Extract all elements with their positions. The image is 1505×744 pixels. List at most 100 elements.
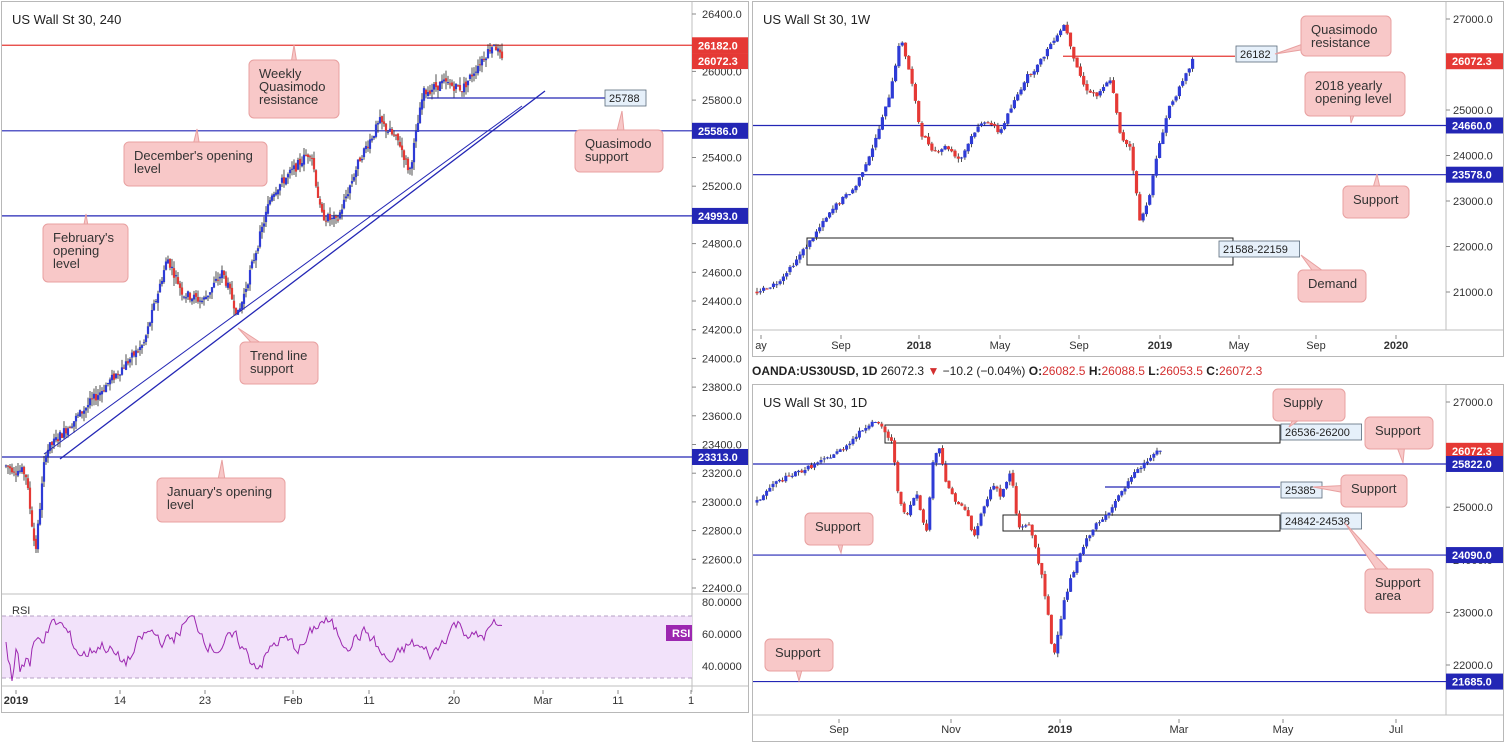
d1-callout[interactable]: Supply — [1272, 388, 1346, 428]
w1-callout[interactable]: Support — [1342, 173, 1410, 219]
h4-chart-svg[interactable]: 80.0000 60.0000 40.0000 RSI US Wall St 30, … — [2, 2, 748, 712]
h4-price-tag-26182.0[interactable] — [692, 37, 748, 54]
d1-price-tag-21685.0[interactable] — [1446, 673, 1503, 690]
h4-trendline-2[interactable] — [43, 105, 523, 455]
h4-candle-body — [408, 167, 412, 169]
w1-price-tag-24660.0[interactable] — [1446, 117, 1503, 134]
w1-candle-body — [1012, 100, 1016, 109]
h4-candle-body — [490, 47, 494, 54]
h4-candle-body — [136, 351, 140, 353]
w1-price-tag-23578.0[interactable] — [1446, 166, 1503, 183]
h4-candle-body — [84, 407, 88, 411]
w1-candle-body — [920, 122, 924, 137]
h4-value-box[interactable] — [604, 89, 647, 107]
d1-candle-body — [960, 503, 964, 506]
w1-candle-body — [758, 291, 762, 293]
h4-candle-body — [392, 134, 396, 136]
w1-callout-line: Quasimodo — [1311, 22, 1377, 37]
h4-callout[interactable]: February's opening level — [42, 213, 129, 283]
symbol-name[interactable]: OANDA:US30USD, 1D — [752, 364, 878, 378]
h4-candle-body — [102, 390, 106, 392]
w1-candle-body — [993, 123, 997, 126]
d1-zone-rect[interactable] — [884, 424, 1281, 444]
h4-value-box-label: 25788 — [609, 93, 640, 105]
h4-candle-body — [384, 123, 388, 131]
h4-price-tag-25586.0[interactable] — [692, 122, 748, 139]
d1-value-box[interactable] — [1280, 423, 1362, 441]
h4-callout[interactable]: December's opening level — [123, 128, 268, 187]
d1-value-box[interactable] — [1280, 481, 1323, 499]
h4-candle-body — [454, 83, 458, 90]
price-change: −10.2 (−0.04%) — [942, 364, 1026, 378]
d1-price-tag-25822.0[interactable] — [1446, 455, 1503, 472]
d1-callout-text: Support area — [1375, 575, 1421, 603]
h4-candle-body — [234, 307, 238, 314]
w1-callout-text: Demand — [1308, 276, 1357, 291]
h4-callout[interactable]: January's opening level — [156, 459, 286, 523]
d1-x-tick-label: Nov — [941, 724, 961, 736]
h4-chart-panel[interactable]: 80.0000 60.0000 40.0000 RSI US Wall St 30, … — [1, 1, 749, 713]
h4-callout-line: support — [585, 149, 629, 164]
w1-price-tag-26072.3[interactable] — [1446, 53, 1503, 70]
d1-price-tag-24090.0[interactable] — [1446, 547, 1503, 564]
h4-trendline-1[interactable] — [59, 90, 546, 460]
h4-candle-body — [468, 74, 472, 79]
d1-callout[interactable]: Support — [764, 638, 834, 683]
d1-candle-body — [963, 506, 967, 510]
d1-chart-svg[interactable]: US Wall St 30, 1D 27000.026000.025000.02… — [753, 385, 1503, 741]
h4-x-tick-label: 2019 — [4, 695, 28, 707]
h4-candle-body — [128, 359, 132, 363]
w1-callout[interactable]: Quasimodo resistance — [1274, 15, 1392, 57]
h4-candle-body — [214, 278, 218, 281]
h4-price-tag-23313.0[interactable] — [692, 448, 748, 465]
d1-value-box[interactable] — [1280, 512, 1362, 530]
w1-candle-body — [1075, 57, 1079, 68]
d1-candle-body — [886, 431, 890, 438]
h4-candle-body — [40, 483, 44, 510]
w1-value-box[interactable] — [1218, 240, 1300, 258]
w1-chart-svg[interactable]: US Wall St 30, 1W 27000.026000.025000.02… — [753, 2, 1503, 356]
d1-candle-body — [806, 465, 810, 470]
h4-candle-body — [48, 442, 52, 451]
w1-callout[interactable]: 2018 yearly opening level — [1304, 71, 1406, 124]
high-value: 26088.5 — [1101, 364, 1145, 378]
d1-callout[interactable]: Support — [1364, 416, 1434, 464]
w1-zone-rect[interactable] — [806, 237, 1234, 266]
w1-candle-body — [1009, 108, 1013, 113]
h4-rsi-value-tag[interactable] — [666, 625, 692, 641]
w1-chart-panel[interactable]: US Wall St 30, 1W 27000.026000.025000.02… — [752, 1, 1504, 357]
d1-candle-body — [835, 451, 839, 454]
h4-candle-body — [44, 455, 48, 462]
w1-candle-body — [1042, 56, 1046, 59]
w1-candle-body — [854, 186, 858, 191]
w1-callout-text: Support — [1353, 192, 1399, 207]
w1-candle-body — [1049, 43, 1053, 50]
d1-candle-body — [793, 471, 797, 477]
h4-callout-box — [156, 477, 286, 523]
d1-candle-body — [784, 475, 788, 482]
d1-callout[interactable]: Support area — [1344, 522, 1434, 614]
d1-candle-body — [1027, 524, 1031, 526]
h4-title: US Wall St 30, 240 — [12, 12, 121, 27]
h4-candle-body — [90, 398, 94, 400]
h4-candle-body — [68, 427, 72, 429]
d1-price-tag-26072.3[interactable] — [1446, 442, 1503, 459]
d1-callout-text: Support — [815, 519, 861, 534]
w1-candle-body — [874, 137, 878, 148]
d1-chart-panel[interactable]: US Wall St 30, 1D 27000.026000.025000.02… — [752, 384, 1504, 742]
h4-price-tag-24993.0[interactable] — [692, 207, 748, 224]
h4-candle-body — [46, 449, 50, 457]
h4-callout[interactable]: Weekly Quasimodo resistance — [248, 44, 340, 119]
close-label: C: — [1206, 364, 1219, 378]
h4-callout[interactable]: Trend line support — [237, 327, 319, 385]
h4-candle-body — [376, 123, 380, 125]
d1-candle-body — [1149, 457, 1153, 461]
w1-callout[interactable]: Demand — [1297, 254, 1367, 303]
w1-candle-body — [1181, 81, 1185, 86]
d1-callout[interactable]: Support — [804, 512, 874, 555]
h4-callout[interactable]: Quasimodo support — [574, 110, 664, 173]
d1-candle-body — [857, 430, 861, 438]
d1-callout[interactable]: Support — [1312, 474, 1408, 508]
d1-zone-rect[interactable] — [1002, 514, 1281, 532]
h4-price-tag-26072.3[interactable] — [692, 53, 748, 70]
